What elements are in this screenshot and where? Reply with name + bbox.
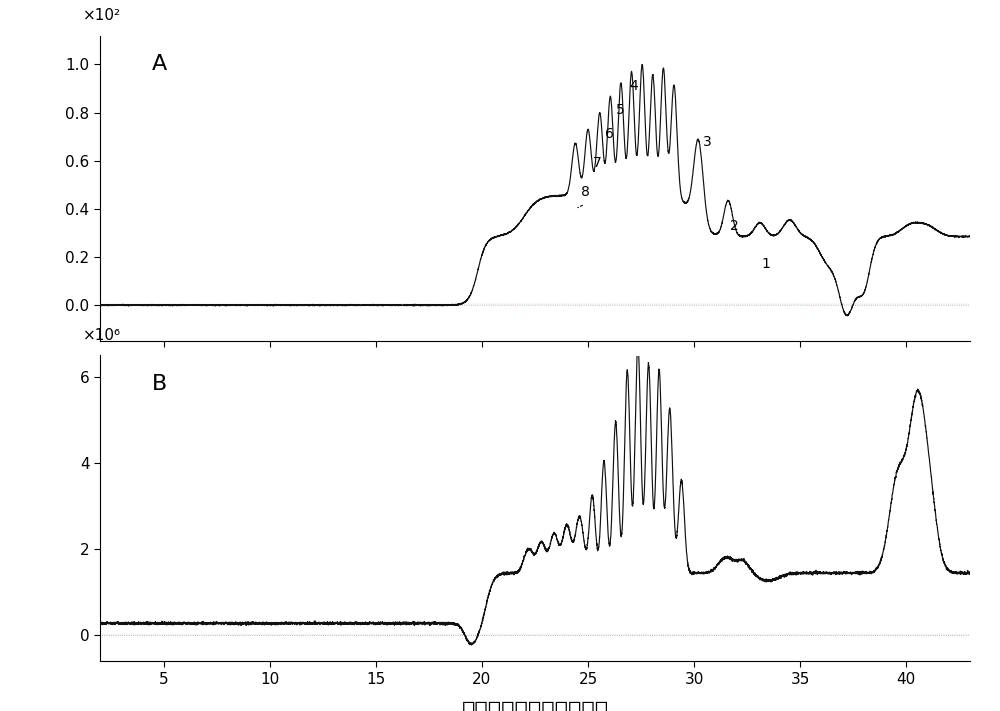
Text: 1: 1 (762, 257, 771, 272)
Text: 2: 2 (730, 219, 739, 233)
Text: ×10⁶: ×10⁶ (83, 328, 121, 343)
X-axis label: 响应和采集时间（分钟）: 响应和采集时间（分钟） (461, 700, 609, 711)
Text: A: A (152, 54, 167, 74)
Text: 5: 5 (616, 103, 624, 117)
Text: 4: 4 (629, 80, 638, 93)
Text: B: B (152, 374, 167, 394)
Text: 6: 6 (605, 127, 614, 141)
Text: ×10²: ×10² (83, 9, 121, 23)
Text: 7: 7 (593, 156, 602, 171)
Text: 3: 3 (703, 134, 711, 149)
Text: 8: 8 (581, 186, 590, 199)
